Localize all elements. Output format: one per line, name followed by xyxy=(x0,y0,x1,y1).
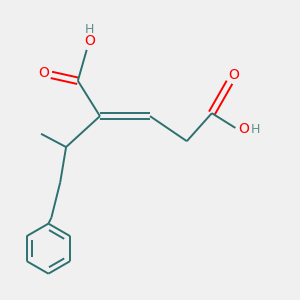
Text: O: O xyxy=(39,66,50,80)
Text: O: O xyxy=(229,68,239,82)
Text: O: O xyxy=(84,34,95,48)
Text: H: H xyxy=(251,123,260,136)
Text: O: O xyxy=(238,122,249,136)
Text: H: H xyxy=(85,23,94,36)
